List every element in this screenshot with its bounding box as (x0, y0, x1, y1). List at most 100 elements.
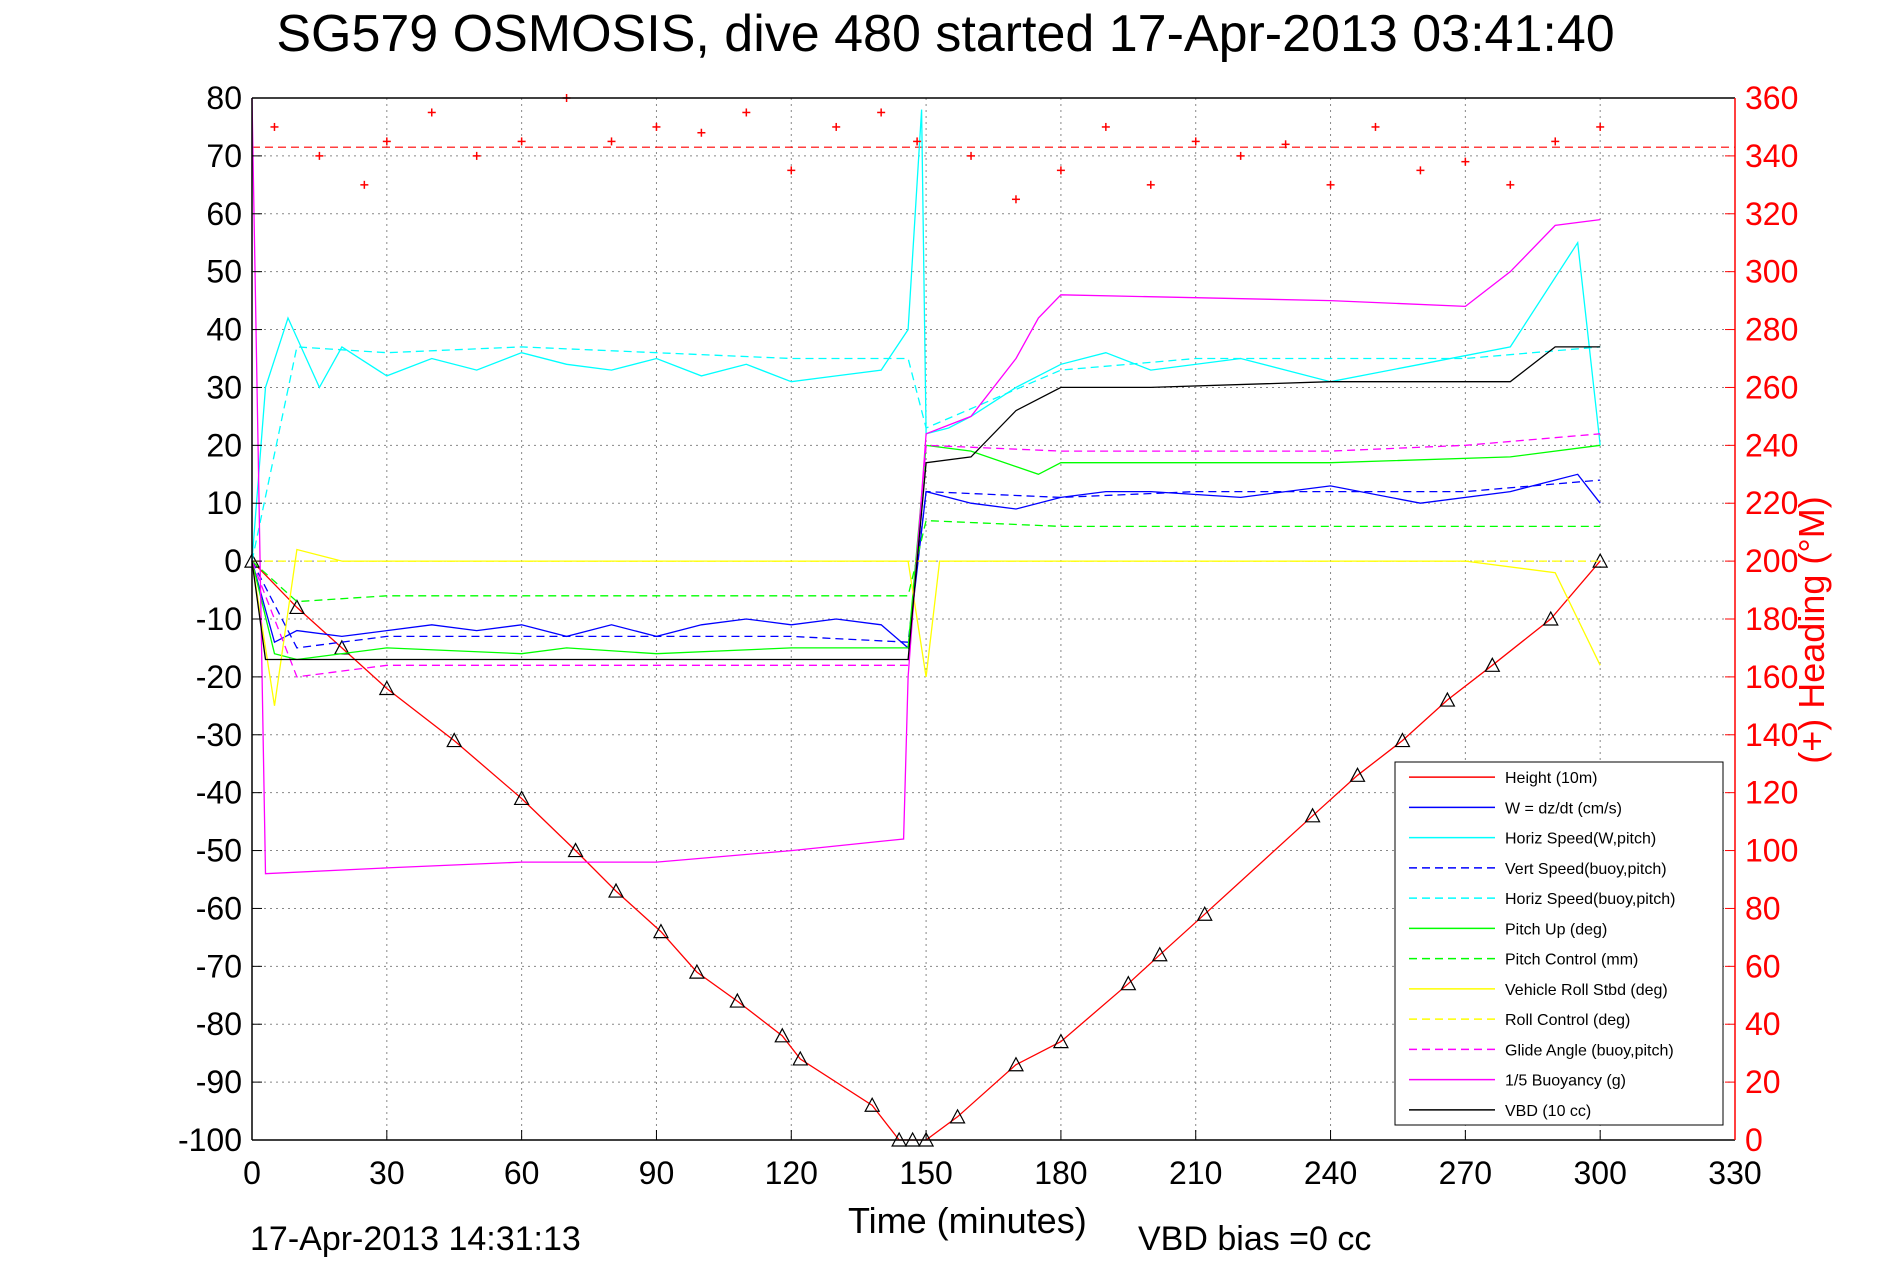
y-tick-label: 20 (206, 427, 242, 463)
y-tick-label: -10 (196, 601, 242, 637)
y-tick-label: -40 (196, 775, 242, 811)
y2-tick-label: 260 (1745, 369, 1798, 405)
x-tick-label: 210 (1169, 1155, 1222, 1191)
x-tick-label: 240 (1304, 1155, 1357, 1191)
heading-marker (1101, 122, 1110, 131)
height-marker (1052, 1033, 1069, 1049)
y2-tick-label: 280 (1745, 312, 1798, 348)
series-pitch-up-deg (251, 444, 1601, 661)
height-marker (864, 1097, 881, 1112)
x-tick-label: 300 (1573, 1155, 1626, 1191)
height-marker (949, 1108, 966, 1124)
legend-label: Horiz Speed(W,pitch) (1505, 831, 1656, 848)
heading-marker (427, 108, 436, 117)
y2-tick-label: 220 (1745, 485, 1798, 521)
chart-title: SG579 OSMOSIS, dive 480 started 17-Apr-2… (276, 5, 1615, 63)
x-tick-label: 0 (243, 1155, 261, 1191)
y-tick-label: 40 (206, 312, 242, 348)
heading-marker (1461, 157, 1470, 166)
legend-label: Pitch Up (deg) (1505, 921, 1607, 938)
height-marker (1007, 1056, 1024, 1072)
height-marker (1120, 975, 1137, 991)
height-marker (1484, 657, 1501, 672)
y-tick-label: -100 (178, 1122, 242, 1158)
x-tick-label: 120 (765, 1155, 818, 1191)
heading-marker (742, 108, 751, 117)
height-marker (652, 923, 669, 939)
y2-tick-label: 60 (1745, 948, 1781, 984)
heading-marker (1371, 122, 1380, 131)
heading-marker (1506, 180, 1515, 189)
y2-tick-label: 80 (1745, 890, 1781, 926)
legend-label: Roll Control (deg) (1505, 1012, 1630, 1029)
heading-marker (607, 137, 616, 146)
x-tick-label: 180 (1034, 1155, 1087, 1191)
x-tick-label: 150 (899, 1155, 952, 1191)
x-tick-label: 60 (504, 1155, 540, 1191)
legend-label: Horiz Speed(buoy,pitch) (1505, 891, 1675, 908)
height-marker (513, 790, 530, 806)
height-marker (729, 992, 746, 1008)
heading-marker (967, 151, 976, 160)
y-tick-label: 80 (206, 80, 242, 116)
y-tick-label: 70 (206, 138, 242, 174)
legend-label: Vert Speed(buoy,pitch) (1505, 861, 1667, 878)
y2-tick-label: 360 (1745, 80, 1798, 116)
y-tick-label: -60 (196, 890, 242, 926)
y-tick-label: 60 (206, 196, 242, 232)
y2-tick-label: 240 (1745, 427, 1798, 463)
legend-label: Glide Angle (buoy,pitch) (1505, 1042, 1674, 1059)
heading-marker (1146, 180, 1155, 189)
axes-layer: 0 30 60 90 120 150 180 210 240 270 300 330-100-90-8… (178, 80, 1798, 1191)
y-tick-label: 50 (206, 254, 242, 290)
heading-marker (787, 166, 796, 175)
series-vehicle-roll-stbd-deg (251, 548, 1601, 706)
legend-label: W = dz/dt (cm/s) (1505, 800, 1622, 817)
legend: Height (10m) W = dz/dt (cm/s) Horiz Speed(… (1394, 761, 1724, 1126)
height-marker (288, 599, 305, 615)
height-marker (446, 732, 463, 748)
x-tick-label: 270 (1439, 1155, 1492, 1191)
height-marker (792, 1050, 809, 1066)
y2-tick-label: 180 (1745, 601, 1798, 637)
legend-label: Pitch Control (mm) (1505, 952, 1638, 969)
heading-marker (652, 122, 661, 131)
heading-marker (1551, 137, 1560, 146)
y-tick-label: -20 (196, 659, 242, 695)
height-marker (1349, 767, 1366, 782)
heading-marker (913, 137, 922, 146)
series-vbd-10-cc (251, 346, 1601, 661)
y2-tick-label: 120 (1745, 775, 1798, 811)
heading-marker (832, 122, 841, 131)
height-marker (1439, 691, 1456, 707)
heading-marker (697, 128, 706, 137)
series-glide-angle-buoy-pitch (251, 433, 1601, 678)
y2-tick-label: 300 (1745, 254, 1798, 290)
heading-marker (1326, 180, 1335, 189)
y-tick-label: -70 (196, 948, 242, 984)
height-marker (774, 1027, 791, 1043)
series-w-dz-dt-cm-s (251, 473, 1601, 650)
y2-tick-label: 0 (1745, 1122, 1763, 1158)
heading-marker (1416, 166, 1425, 175)
x-tick-label: 330 (1708, 1155, 1761, 1191)
heading-marker (1011, 195, 1020, 204)
heading-marker (1596, 122, 1605, 131)
y2-tick-label: 20 (1745, 1064, 1781, 1100)
height-marker (378, 680, 395, 696)
series-pitch-control-mm (251, 519, 1601, 603)
y2-axis-label: (+) Heading (°M) (1791, 496, 1832, 764)
vbd-bias-label: VBD bias =0 cc (1138, 1220, 1372, 1258)
y2-tick-label: 200 (1745, 543, 1798, 579)
legend-label: 1/5 Buoyancy (g) (1505, 1073, 1626, 1090)
heading-marker (382, 137, 391, 146)
height-marker (1542, 610, 1559, 626)
height-marker (1151, 946, 1168, 962)
legend-label: VBD (10 cc) (1505, 1103, 1591, 1120)
legend-label: Height (10m) (1505, 770, 1597, 787)
x-axis-label: Time (minutes) (848, 1200, 1087, 1241)
height-marker (567, 842, 584, 858)
series-vert-speed-buoy-pitch (251, 479, 1601, 649)
y2-tick-label: 140 (1745, 717, 1798, 753)
